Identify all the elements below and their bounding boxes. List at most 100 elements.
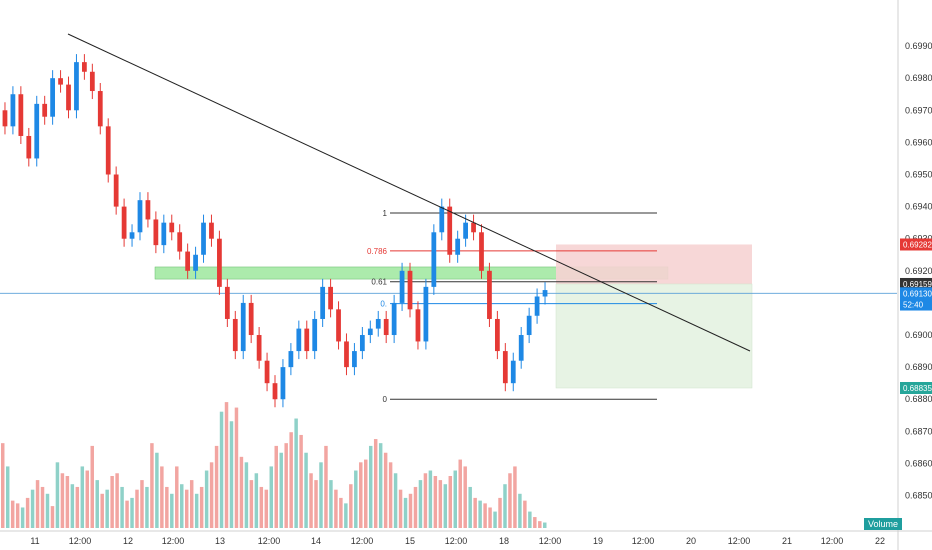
volume-bar <box>513 466 517 528</box>
candle-body <box>58 78 63 85</box>
candle-body <box>423 286 429 342</box>
volume-bar <box>125 500 129 528</box>
volume-bar <box>15 503 20 528</box>
price-tag <box>900 277 932 290</box>
volume-bar <box>155 452 159 528</box>
volume-bar <box>319 462 323 528</box>
candle-body <box>50 78 56 117</box>
price-tag <box>900 298 932 311</box>
volume-bar <box>279 452 283 528</box>
candle-body <box>232 318 238 352</box>
candle-body <box>42 103 48 117</box>
x-tick-label: 13 <box>215 536 225 546</box>
x-tick-label: 21 <box>782 536 792 546</box>
volume-bar <box>160 466 164 528</box>
volume-bar <box>488 507 492 528</box>
volume-bar <box>40 486 45 528</box>
x-tick-label: 12:00 <box>445 536 468 546</box>
volume-bar <box>244 462 249 528</box>
candle-body <box>487 270 492 319</box>
candle-body <box>463 222 468 239</box>
volume-bar <box>90 445 94 528</box>
candle-body <box>248 302 254 336</box>
candle-body <box>137 200 143 233</box>
fib-level-label: 0 <box>383 395 388 404</box>
candle-body <box>304 328 310 352</box>
volume-bar <box>214 445 219 528</box>
volume-bar <box>229 421 234 528</box>
candle-body <box>471 222 476 233</box>
volume-bar <box>239 456 244 528</box>
volume-bar <box>359 462 363 528</box>
candle-body <box>431 232 437 287</box>
volume-bar <box>85 470 90 528</box>
volume-bar <box>170 493 174 528</box>
volume-bar <box>329 480 333 528</box>
volume-bar <box>428 470 433 528</box>
candle-body <box>399 270 405 303</box>
volume-bar <box>334 489 338 528</box>
candle-body <box>479 232 484 271</box>
price-tag-text: 0.69282 <box>903 240 932 249</box>
volume-bar <box>483 503 487 528</box>
volume-bar <box>523 500 527 528</box>
candle-body <box>542 290 548 297</box>
x-tick-label: 15 <box>405 536 415 546</box>
candle-body <box>34 103 40 159</box>
candle-body <box>145 200 151 220</box>
volume-bar <box>180 484 184 528</box>
volume-bar <box>408 493 413 528</box>
candle-body <box>312 318 318 352</box>
candle-body <box>455 238 461 255</box>
candle-body <box>439 206 445 233</box>
fib-level-label: 0.61 <box>371 278 387 287</box>
candle-body <box>74 62 79 111</box>
volume-bar <box>433 476 438 528</box>
volume-bar <box>473 497 477 528</box>
candle-body <box>415 309 421 342</box>
candle-body <box>89 71 95 92</box>
candle-body <box>526 315 532 336</box>
volume-bar <box>115 473 119 528</box>
volume-bar <box>80 466 85 528</box>
candle-body <box>121 206 127 239</box>
volume-bar <box>458 459 462 528</box>
volume-bar <box>204 470 209 528</box>
volume-bar <box>95 480 99 528</box>
volume-bar <box>324 445 328 528</box>
volume-bar <box>373 439 378 528</box>
volume-bar <box>543 522 547 528</box>
candle-body <box>367 328 373 336</box>
candle-body <box>328 286 333 310</box>
x-tick-label: 20 <box>686 536 696 546</box>
x-tick-label: 12:00 <box>632 536 655 546</box>
volume-bar <box>45 493 50 528</box>
fib-level-label: 0.786 <box>367 247 388 256</box>
volume-bar <box>289 432 293 528</box>
volume-bar <box>443 484 448 528</box>
candle-body <box>153 219 159 246</box>
volume-bar <box>518 493 522 528</box>
volume-bar <box>264 489 269 528</box>
volume-bar <box>498 497 502 528</box>
volume-bar <box>503 484 507 528</box>
volume-bar <box>269 466 274 528</box>
candle-body <box>18 94 24 136</box>
volume-bar <box>1 443 5 528</box>
volume-bar <box>110 476 114 528</box>
volume-bar <box>224 402 229 528</box>
price-tag <box>900 287 932 300</box>
candle-body <box>407 270 413 310</box>
y-tick-label: 0.68500 <box>905 491 932 501</box>
x-tick-label: 12:00 <box>162 536 185 546</box>
price-tag <box>900 238 932 251</box>
volume-bar <box>299 434 303 528</box>
volume-bar <box>10 500 15 528</box>
